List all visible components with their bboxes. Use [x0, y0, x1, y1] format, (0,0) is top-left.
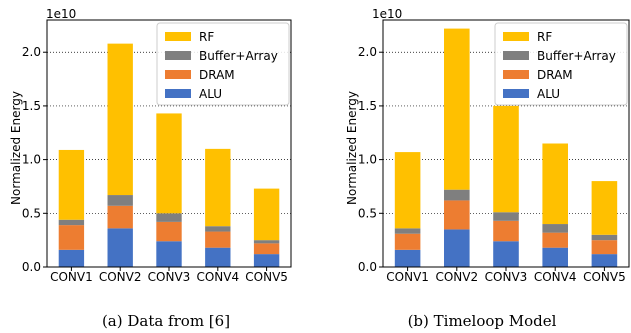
x-tick-label: CONV3 [148, 270, 191, 284]
legend: RF Buffer+Array DRAM ALU [494, 22, 628, 106]
bar-alu [542, 247, 568, 267]
bar-buffer-array [542, 224, 568, 233]
bar-dram [107, 205, 133, 229]
bar-rf [591, 181, 618, 235]
legend-label: ALU [537, 87, 560, 101]
bar-dram [444, 200, 470, 230]
bar-alu [156, 241, 182, 267]
x-tick-label: CONV4 [196, 270, 239, 284]
legend-label: DRAM [199, 68, 235, 82]
bar-rf [542, 143, 568, 225]
legend-label: RF [199, 30, 214, 44]
legend-label: Buffer+Array [199, 49, 278, 63]
legend-swatch [165, 32, 191, 41]
bar-alu [107, 228, 133, 267]
bar-rf [253, 188, 280, 241]
y-tick-label: 2.0 [358, 45, 377, 59]
bar-buffer-array [58, 219, 85, 226]
bar-alu [205, 247, 231, 267]
panel-b: 1e10 Normalized Energy (b) Timeloop Mode… [345, 7, 630, 330]
bar-rf [156, 113, 182, 214]
y-offset-text: 1e10 [372, 7, 402, 21]
bar-dram [58, 225, 85, 250]
legend-swatch [165, 89, 191, 98]
bar-rf [205, 148, 231, 227]
bar-dram [493, 220, 519, 242]
legend-label: ALU [199, 87, 222, 101]
plot-frame [382, 19, 630, 268]
y-tick-label: 0.5 [22, 206, 41, 220]
x-tick-label: CONV1 [50, 270, 93, 284]
y-tick-label: 1.5 [22, 99, 41, 113]
x-tick-label: CONV5 [583, 270, 626, 284]
legend-box [156, 22, 290, 106]
bar-buffer-array [394, 228, 421, 234]
legend-swatch [503, 51, 529, 60]
y-tick-label: 1.5 [358, 99, 377, 113]
bar-alu [58, 249, 85, 267]
x-tick-label: CONV3 [485, 270, 528, 284]
y-tick-label: 0.0 [358, 260, 377, 274]
bar-dram [156, 221, 182, 242]
x-tick-label: CONV1 [386, 270, 429, 284]
y-axis-label: Normalized Energy [9, 91, 23, 205]
bar-buffer-array [107, 195, 133, 206]
legend: RF Buffer+Array DRAM ALU [156, 22, 290, 106]
y-tick-label: 1.0 [22, 153, 41, 167]
legend-swatch [503, 89, 529, 98]
legend-swatch [503, 32, 529, 41]
x-tick-label: CONV2 [99, 270, 142, 284]
bar-rf [493, 105, 519, 213]
bar-buffer-array [444, 189, 470, 201]
bar-buffer-array [156, 213, 182, 222]
bar-buffer-array [493, 212, 519, 221]
legend-swatch [503, 70, 529, 79]
caption-b: (b) Timeloop Model [408, 312, 557, 330]
bar-buffer-array [253, 240, 280, 244]
x-tick-label: CONV2 [435, 270, 478, 284]
bar-rf [394, 152, 421, 229]
bar-alu [444, 229, 470, 267]
bar-dram [253, 243, 280, 255]
bar-alu [493, 241, 519, 267]
legend-label: RF [537, 30, 552, 44]
y-axis-label: Normalized Energy [345, 91, 359, 205]
bar-buffer-array [205, 226, 231, 232]
y-tick-label: 0.5 [358, 206, 377, 220]
bar-alu [394, 249, 421, 267]
bar-alu [253, 254, 280, 267]
legend-swatch [165, 70, 191, 79]
bar-alu [591, 254, 618, 267]
legend-label: DRAM [537, 68, 573, 82]
x-tick-label: CONV5 [245, 270, 288, 284]
bar-dram [205, 231, 231, 248]
plot-frame [46, 19, 292, 268]
bar-rf [444, 28, 470, 190]
bar-dram [542, 232, 568, 248]
y-tick-label: 1.0 [358, 153, 377, 167]
caption-a: (a) Data from [6] [102, 312, 230, 330]
y-tick-label: 0.0 [22, 260, 41, 274]
bar-dram [591, 240, 618, 255]
bar-rf [107, 43, 133, 196]
bar-dram [394, 233, 421, 250]
bar-buffer-array [591, 234, 618, 241]
x-tick-label: CONV4 [534, 270, 577, 284]
legend-box [494, 22, 628, 106]
bar-rf [58, 149, 85, 220]
y-tick-label: 2.0 [22, 45, 41, 59]
panel-a: 1e10 Normalized Energy (a) Data from [6]… [9, 7, 292, 330]
legend-swatch [165, 51, 191, 60]
legend-label: Buffer+Array [537, 49, 616, 63]
y-offset-text: 1e10 [46, 7, 76, 21]
